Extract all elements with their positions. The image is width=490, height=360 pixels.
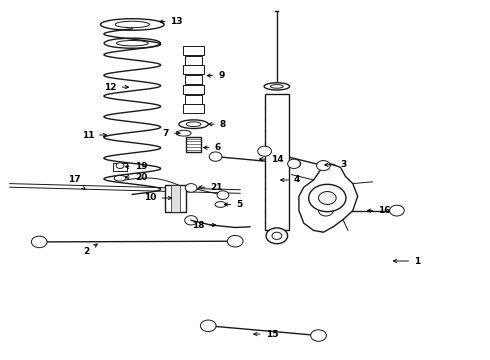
Text: 16: 16	[368, 206, 391, 215]
Circle shape	[227, 235, 243, 247]
Text: 1: 1	[393, 256, 420, 265]
Bar	[113, 163, 127, 171]
Bar	[185, 55, 202, 64]
Text: 20: 20	[125, 173, 147, 181]
Bar	[186, 137, 201, 152]
Circle shape	[200, 320, 216, 332]
Text: 13: 13	[160, 17, 183, 26]
Circle shape	[318, 205, 333, 216]
Text: 18: 18	[192, 220, 216, 230]
Bar	[185, 75, 202, 84]
Ellipse shape	[287, 160, 301, 167]
Ellipse shape	[176, 130, 191, 136]
Circle shape	[185, 216, 197, 225]
Ellipse shape	[264, 83, 290, 90]
Circle shape	[209, 152, 222, 161]
Text: 14: 14	[260, 154, 284, 163]
Text: 15: 15	[254, 330, 278, 338]
Circle shape	[317, 161, 330, 171]
Circle shape	[116, 163, 124, 168]
Ellipse shape	[115, 21, 149, 28]
Circle shape	[311, 330, 326, 341]
Text: 19: 19	[125, 162, 147, 171]
Ellipse shape	[215, 202, 226, 207]
Circle shape	[309, 184, 346, 212]
Bar	[265, 94, 289, 230]
Ellipse shape	[100, 19, 164, 30]
Bar	[183, 85, 204, 94]
Circle shape	[272, 232, 282, 239]
Text: 5: 5	[224, 200, 243, 209]
Circle shape	[318, 192, 336, 204]
Text: 4: 4	[281, 175, 300, 184]
Circle shape	[390, 205, 404, 216]
Text: 6: 6	[204, 143, 221, 152]
Circle shape	[288, 159, 300, 168]
Bar	[185, 95, 202, 104]
Ellipse shape	[186, 122, 201, 126]
Text: 17: 17	[68, 175, 85, 189]
Circle shape	[258, 146, 271, 156]
Text: 3: 3	[325, 161, 347, 169]
Text: 8: 8	[209, 120, 226, 129]
Text: 2: 2	[83, 244, 98, 256]
Circle shape	[217, 191, 229, 199]
Text: 9: 9	[207, 71, 224, 80]
Circle shape	[185, 184, 197, 192]
Bar	[183, 104, 204, 113]
Bar	[171, 185, 180, 212]
Circle shape	[31, 236, 47, 248]
Ellipse shape	[117, 40, 148, 46]
Bar	[183, 65, 204, 74]
Text: 7: 7	[163, 129, 180, 138]
Ellipse shape	[114, 175, 126, 181]
Text: 21: 21	[199, 183, 223, 192]
Polygon shape	[299, 164, 358, 232]
Bar	[183, 46, 204, 55]
Bar	[165, 185, 186, 212]
Circle shape	[266, 228, 288, 244]
Ellipse shape	[179, 120, 208, 129]
Text: 11: 11	[81, 130, 106, 139]
Ellipse shape	[270, 85, 283, 88]
Text: 12: 12	[104, 83, 128, 91]
Text: 10: 10	[145, 194, 171, 202]
Ellipse shape	[104, 38, 161, 48]
